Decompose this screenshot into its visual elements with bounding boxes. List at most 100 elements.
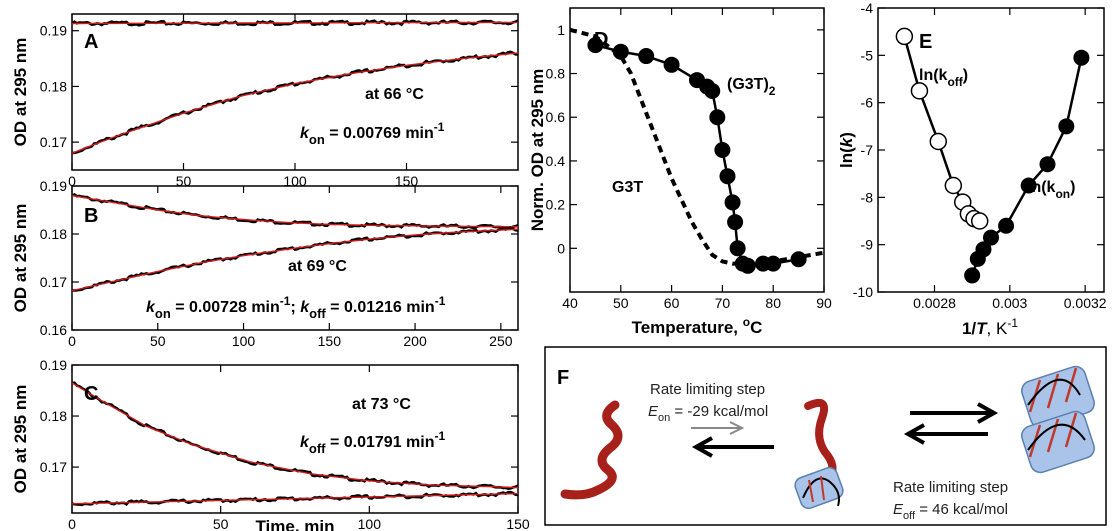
- panel-c-rate: koff = 0.01791 min-1: [300, 429, 445, 456]
- panel-b-xtick-label: 150: [318, 333, 342, 349]
- panel-d-xtick-label: 40: [562, 295, 578, 311]
- panel-a-xtick-label: 150: [395, 173, 419, 189]
- panel-a: 0 50 100 150 0.17 0.18 0.19 A at 66 °C kon = 0…: [40, 13, 519, 189]
- panel-d-xtick-label: 60: [664, 295, 680, 311]
- panel-c-ylabel: OD at 295 nm: [11, 385, 30, 494]
- panel-c-ticks: 0 50 100 150 0.17 0.18 0.19: [40, 357, 530, 531]
- panel-e-ytick-label: -4: [861, 0, 874, 16]
- g3t2-point: [719, 168, 736, 185]
- panel-c-xtick-label: 0: [68, 516, 76, 531]
- panel-a-frame: [71, 13, 519, 171]
- g3t2-point: [724, 194, 741, 211]
- panel-b-xtick-label: 200: [403, 333, 427, 349]
- panel-e-ytick-label: -5: [861, 47, 874, 63]
- panel-b-ticks: 0 50 100 150 200 250 0.16 0.17 0.18 0.19: [40, 178, 518, 349]
- panel-d-xtick-label: 80: [765, 295, 781, 311]
- panel-c-ytick-label: 0.17: [40, 459, 67, 475]
- panel-b-xtick-label: 100: [232, 333, 256, 349]
- panel-d-frame: [569, 7, 825, 293]
- panel-c-ytick-label: 0.18: [40, 408, 67, 424]
- koff-point: [929, 132, 948, 151]
- panel-b-rates: kon = 0.00728 min-1; koff = 0.01216 min-…: [146, 294, 446, 321]
- panel-c-xtick-label: 150: [506, 516, 530, 531]
- g3t2-point: [663, 56, 680, 73]
- panel-c-xtick-label: 50: [213, 516, 229, 531]
- panel-b-xtick-label: 50: [150, 333, 166, 349]
- panel-d-xtick-label: 50: [613, 295, 629, 311]
- panel-c-data-trace: [71, 381, 519, 491]
- g3t2-point: [587, 37, 604, 54]
- panel-e: 0.0028 0.003 0.0032 -10 -9 -8 -7 -6 -5 -4 E ln(ko…: [837, 0, 1107, 338]
- koff-point: [970, 212, 989, 230]
- panel-f-scheme: F Rate limiting step Eon = -29 kcal/mol: [544, 346, 1107, 526]
- kon-point: [1039, 156, 1056, 173]
- panel-c-temp: at 73 °C: [352, 396, 411, 413]
- unfolded-strand-icon: [560, 400, 623, 500]
- panel-a-xtick-label: 100: [283, 173, 307, 189]
- panel-d-xlabel: Temperature, oC: [632, 315, 763, 337]
- panel-b-ylabel: OD at 295 nm: [11, 204, 30, 313]
- panel-b-fit-line: [71, 228, 519, 292]
- panel-d-xtick-label: 70: [715, 295, 731, 311]
- panel-e-ytick-label: -6: [861, 95, 874, 111]
- panel-b-ytick-label: 0.17: [40, 274, 67, 290]
- folded-quadruplex-icon: [1021, 365, 1095, 474]
- step1-title: Rate limiting step: [650, 381, 765, 398]
- panel-b-xtick-label: 250: [489, 333, 513, 349]
- panel-a-xtick-label: 50: [176, 173, 192, 189]
- kon-point: [964, 267, 981, 284]
- series-koff-label: ln(koff): [919, 67, 968, 89]
- panel-b-ytick-label: 0.18: [40, 226, 67, 242]
- panel-a-ytick-label: 0.19: [40, 23, 67, 39]
- panel-b-data: [71, 193, 519, 292]
- g3t2-point: [612, 43, 629, 60]
- koff-fit-line: [903, 36, 981, 223]
- panel-a-xtick-label: 0: [68, 173, 76, 189]
- kon-point: [1073, 49, 1090, 66]
- panel-c-data: [71, 381, 519, 507]
- panel-a-temp: at 66 °C: [365, 86, 424, 103]
- kon-point: [975, 241, 992, 258]
- panel-a-ytick-label: 0.18: [40, 78, 67, 94]
- panel-a-rate: kon = 0.00769 min-1: [300, 120, 445, 147]
- step2-energy: Eoff = 46 kcal/mol: [893, 501, 1008, 522]
- panel-d-ytick-label: 0.4: [546, 153, 566, 169]
- panel-b-ytick-label: 0.16: [40, 322, 67, 338]
- kon-point: [1058, 118, 1075, 135]
- g3t2-point: [739, 257, 756, 274]
- panel-e-ticks: 0.0028 0.003 0.0032 -10 -9 -8 -7 -6 -5 -4: [853, 0, 1107, 311]
- panel-a-data-trace: [71, 50, 519, 155]
- panel-d-label: D: [594, 29, 608, 51]
- kon-point: [998, 217, 1015, 234]
- g3t2-point: [709, 109, 726, 126]
- g3t2-point: [704, 83, 721, 100]
- panel-b: 0 50 100 150 200 250 0.16 0.17 0.18 0.19 B at 69 …: [40, 178, 519, 349]
- panel-e-ytick-label: -10: [853, 284, 873, 300]
- g3t2-point: [638, 48, 655, 65]
- g3t2-point: [714, 142, 731, 158]
- panel-d-data: [569, 27, 825, 274]
- equilibrium-arrows-2: [903, 402, 999, 445]
- panel-a-data-trace: [71, 19, 519, 27]
- panel-b-ytick-label: 0.19: [40, 178, 67, 194]
- panel-e-ytick-label: -7: [861, 142, 874, 158]
- panel-e-xlabel: 1/T, K-1: [962, 316, 1018, 338]
- panel-a-data: [71, 19, 519, 155]
- panel-a-fit-line: [72, 21, 518, 25]
- panel-c-xtick-label: 100: [358, 516, 382, 531]
- panel-d-ytick-label: 0.8: [546, 66, 566, 82]
- step2-title: Rate limiting step: [893, 479, 1008, 496]
- panel-e-xtick-label: 0.0028: [913, 295, 956, 311]
- series-g3t2-label: (G3T)2: [727, 76, 776, 98]
- partial-quadruplex-icon: [794, 466, 844, 510]
- panel-e-label: E: [919, 31, 932, 53]
- g3t2-point: [765, 255, 782, 272]
- panel-c-label: C: [84, 383, 98, 405]
- panel-d-ticks: 40 50 60 70 80 90 0 0.2 0.4 0.6 0.8 1: [546, 8, 832, 311]
- panel-f-label: F: [557, 367, 569, 389]
- g3t-dashed-line: [569, 27, 825, 266]
- panel-b-temp: at 69 °C: [288, 258, 347, 275]
- panel-c-fit-line: [71, 382, 519, 489]
